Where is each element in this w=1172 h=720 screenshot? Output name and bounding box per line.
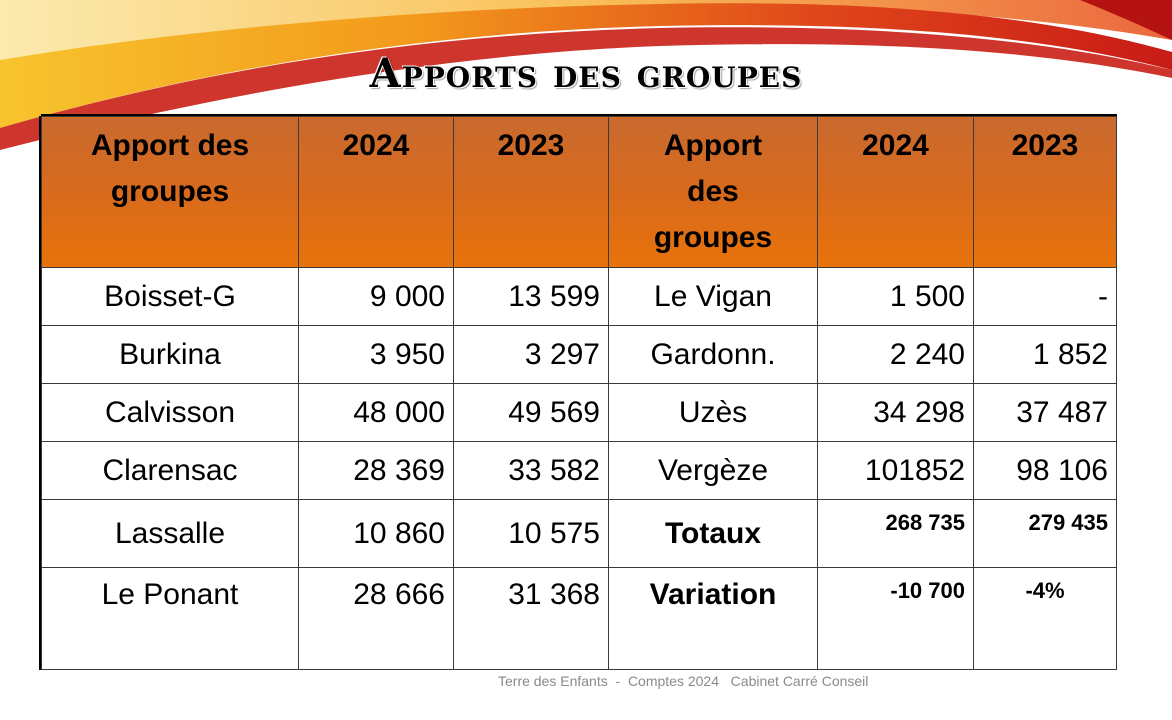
- cell-2023: 33 582: [453, 441, 609, 500]
- table-row: Clarensac 28 369 33 582 Vergèze 101852 9…: [41, 441, 1117, 500]
- cell-2023: 13 599: [453, 267, 609, 326]
- cell-2024: 3 950: [298, 325, 454, 384]
- cell-2024: 10 860: [298, 499, 454, 568]
- cell-2024: 28 369: [298, 441, 454, 500]
- header-group-left: Apport des groupes: [41, 116, 299, 268]
- cell-2024: 101852: [817, 441, 974, 500]
- footer-left-text: Terre des Enfants - Comptes 2024: [498, 673, 719, 689]
- cell-2023: 3 297: [453, 325, 609, 384]
- cell-2023: -: [973, 267, 1117, 326]
- cell-2024: 34 298: [817, 383, 974, 442]
- cell-group: Lassalle: [41, 499, 299, 568]
- cell-2023: 49 569: [453, 383, 609, 442]
- cell-2024: 1 500: [817, 267, 974, 326]
- cell-group: Vergèze: [608, 441, 818, 500]
- table-row: Le Ponant 28 666 31 368 Variation -10 70…: [41, 567, 1117, 670]
- table-row: Boisset-G 9 000 13 599 Le Vigan 1 500 -: [41, 267, 1117, 326]
- cell-totals-2023: 279 435: [973, 499, 1117, 568]
- cell-2023: 10 575: [453, 499, 609, 568]
- cell-2023: 1 852: [973, 325, 1117, 384]
- cell-group: Gardonn.: [608, 325, 818, 384]
- decorative-swoosh: [0, 0, 1172, 151]
- cell-totals-label: Totaux: [608, 499, 818, 568]
- contributions-table: Apport des groupes 2024 2023 Apport des …: [41, 116, 1117, 670]
- cell-2024: 2 240: [817, 325, 974, 384]
- table-row: Burkina 3 950 3 297 Gardonn. 2 240 1 852: [41, 325, 1117, 384]
- header-group-right: Apport des groupes: [608, 116, 818, 268]
- cell-group: Uzès: [608, 383, 818, 442]
- cell-variation-amount: -10 700: [817, 567, 974, 670]
- header-2024-left: 2024: [298, 116, 454, 268]
- cell-group: Boisset-G: [41, 267, 299, 326]
- cell-variation-percent: -4%: [973, 567, 1117, 670]
- cell-variation-label: Variation: [608, 567, 818, 670]
- cell-group: Calvisson: [41, 383, 299, 442]
- cell-2024: 28 666: [298, 567, 454, 670]
- cell-group: Clarensac: [41, 441, 299, 500]
- table-header-row: Apport des groupes 2024 2023 Apport des …: [41, 116, 1117, 268]
- cell-2023: 31 368: [453, 567, 609, 670]
- header-2023-right: 2023: [973, 116, 1117, 268]
- cell-group: Burkina: [41, 325, 299, 384]
- cell-2023: 37 487: [973, 383, 1117, 442]
- table-row: Lassalle 10 860 10 575 Totaux 268 735 27…: [41, 499, 1117, 568]
- cell-2023: 98 106: [973, 441, 1117, 500]
- header-2023-left: 2023: [453, 116, 609, 268]
- cell-totals-2024: 268 735: [817, 499, 974, 568]
- footer-right-text: Cabinet Carré Conseil: [730, 673, 869, 689]
- cell-group: Le Vigan: [608, 267, 818, 326]
- slide-title: Apports des groupes: [369, 50, 803, 97]
- cell-2024: 48 000: [298, 383, 454, 442]
- slide-footer: Terre des Enfants - Comptes 2024 Cabinet…: [498, 673, 868, 689]
- cell-group: Le Ponant: [41, 567, 299, 670]
- cell-2024: 9 000: [298, 267, 454, 326]
- table-row: Calvisson 48 000 49 569 Uzès 34 298 37 4…: [41, 383, 1117, 442]
- header-2024-right: 2024: [817, 116, 974, 268]
